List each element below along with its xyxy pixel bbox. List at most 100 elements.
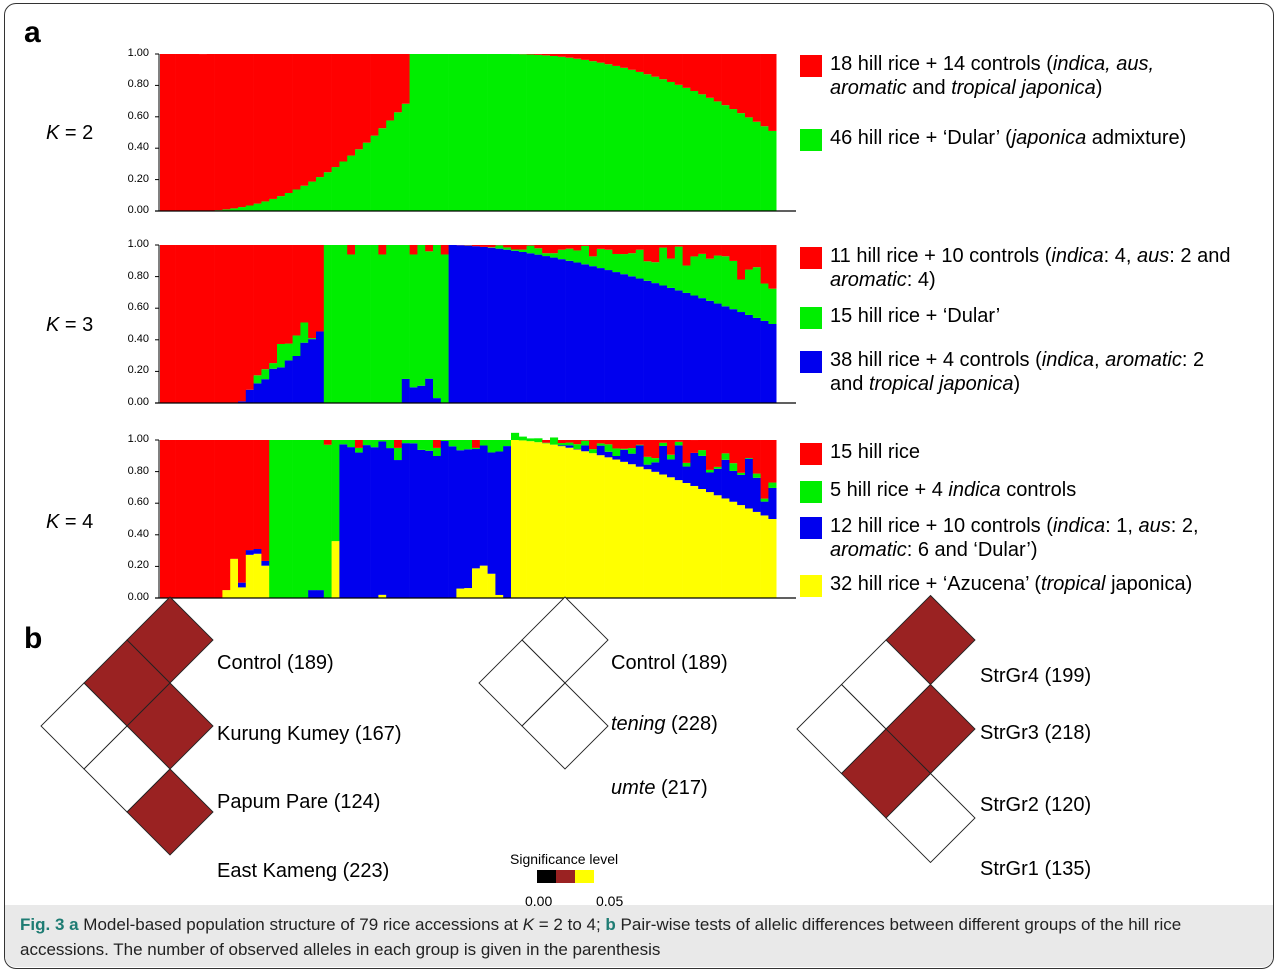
bar-k4-red-14 (261, 440, 270, 561)
bar-k2-green-73 (721, 105, 730, 211)
bar-k2-red-56 (589, 54, 598, 62)
bar-k3-red-42 (479, 245, 488, 247)
bar-k3-red-16 (277, 245, 286, 344)
bar-k2-red-73 (721, 54, 730, 106)
bar-k3-red-43 (487, 245, 496, 248)
bar-k2-red-18 (292, 54, 301, 190)
bar-k3-blue-13 (253, 383, 262, 403)
bar-k4-green-67 (674, 441, 683, 446)
bar-k3-red-14 (261, 245, 270, 370)
bar-k4-blue-58 (604, 451, 613, 458)
figure-caption: Fig. 3 a Model-based population structur… (20, 915, 1182, 959)
panel-b-letter: b (24, 622, 43, 655)
bar-k2-green-21 (316, 177, 325, 211)
bar-k4-red-4 (183, 440, 192, 598)
bar-k3-blue-48 (526, 253, 535, 403)
bar-k2-red-30 (386, 54, 395, 121)
bar-k4-blue-76 (745, 458, 754, 509)
bar-k2-red-3 (175, 54, 184, 211)
tick-label-k2-4: 0.20 (127, 172, 149, 185)
bar-k2-green-63 (643, 74, 652, 211)
bar-k4-red-75 (737, 440, 746, 473)
bar-k3-blue-35 (425, 378, 434, 403)
bar-k4-yellow-69 (690, 485, 699, 598)
bar-k4-yellow-64 (651, 471, 660, 598)
bar-k3-red-20 (308, 245, 317, 339)
bar-k3-red-53 (565, 245, 574, 249)
bar-k4-blue-59 (612, 455, 621, 460)
bar-k4-green-70 (698, 450, 707, 456)
bar-k2-green-23 (331, 167, 340, 211)
bar-k4-green-17 (284, 440, 293, 598)
pair-cell-3-3-4 (885, 772, 976, 864)
bar-k4-blue-12 (245, 550, 254, 555)
bar-k2-red-27 (362, 54, 371, 143)
bar-k2-green-67 (674, 84, 683, 211)
bar-k3-green-25 (347, 254, 356, 403)
bar-k3-blue-61 (628, 276, 637, 403)
bar-k2-red-75 (737, 54, 746, 114)
bar-k3-green-20 (308, 338, 317, 340)
bar-k4-green-21 (316, 440, 325, 591)
significance-title: Significance level (510, 851, 619, 867)
bar-k3-red-76 (745, 245, 754, 270)
bar-k3-green-64 (651, 262, 660, 284)
bar-k2-green-32 (401, 103, 410, 211)
bar-k3-blue-76 (745, 314, 754, 403)
bar-k2-green-16 (277, 196, 286, 211)
bar-k2-green-18 (292, 189, 301, 211)
bar-k3-green-79 (768, 288, 777, 324)
bar-k4-blue-52 (557, 445, 566, 447)
bar-k3-blue-60 (620, 274, 629, 403)
bar-k2-red-9 (222, 54, 231, 210)
bar-k3-green-32 (401, 245, 410, 379)
tick-label-k4-5: 0.00 (127, 591, 149, 603)
bar-k4-green-43 (487, 440, 496, 453)
bar-k4-red-50 (542, 440, 551, 443)
bar-k4-green-59 (612, 448, 621, 456)
k-label-4: K = 4 (46, 511, 93, 534)
bar-k3-blue-46 (511, 250, 520, 403)
bar-k2-red-53 (565, 54, 574, 58)
bar-k4-yellow-10 (230, 558, 239, 598)
bar-k3-red-67 (674, 245, 683, 247)
bar-k3-red-1 (160, 245, 169, 403)
bar-k3-red-59 (612, 245, 621, 254)
bar-k4-blue-14 (261, 560, 270, 566)
bar-k3-green-26 (355, 245, 364, 403)
bar-k2-green-42 (479, 54, 488, 211)
bar-k3-blue-16 (277, 367, 286, 403)
tick-label-k2-5: 0.00 (127, 204, 149, 216)
bar-k2-red-78 (760, 54, 769, 127)
bar-k3-green-14 (261, 369, 270, 380)
bar-k3-green-13 (253, 375, 262, 384)
bar-k4-green-15 (269, 440, 278, 598)
bar-k3-red-7 (206, 245, 215, 403)
bar-k2-green-28 (370, 135, 379, 211)
bar-k2-red-49 (534, 54, 543, 55)
bar-k4-green-71 (706, 469, 715, 473)
bar-k3-blue-52 (557, 259, 566, 403)
bar-k3-red-56 (589, 245, 598, 257)
bar-k4-yellow-14 (261, 565, 270, 598)
bar-k4-blue-71 (706, 472, 715, 493)
bar-k2-green-29 (378, 128, 387, 211)
bar-k4-green-75 (737, 472, 746, 475)
bar-k3-blue-79 (768, 324, 777, 403)
bar-k2-red-31 (394, 54, 403, 113)
k-label-prefix: K (46, 314, 60, 336)
bar-k4-green-20 (308, 440, 317, 591)
bar-k4-green-27 (362, 440, 371, 446)
bar-k4-red-56 (589, 440, 598, 450)
bar-k2-green-57 (596, 62, 605, 211)
bar-k4-blue-29 (378, 441, 387, 595)
bar-k3-green-74 (729, 260, 738, 310)
bar-k3-red-15 (269, 245, 278, 364)
bar-k3-blue-19 (300, 342, 309, 403)
bar-k4-green-47 (518, 436, 527, 441)
bar-k3-green-75 (737, 279, 746, 313)
bar-k4-green-29 (378, 440, 387, 442)
bar-k4-red-57 (596, 440, 605, 444)
